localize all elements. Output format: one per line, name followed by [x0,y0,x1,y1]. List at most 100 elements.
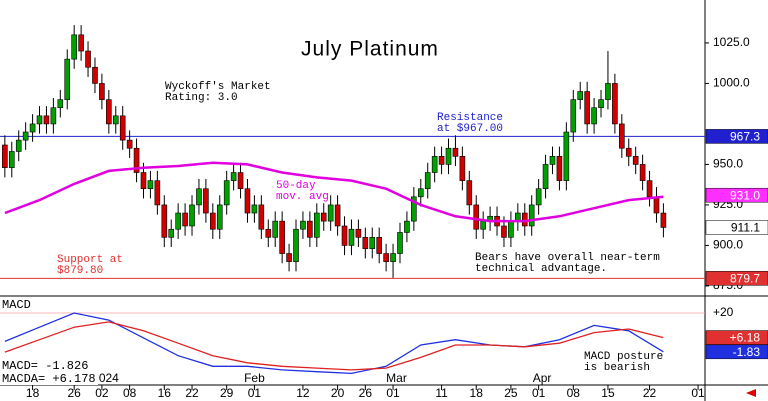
value-box [705,187,768,203]
value-box [705,220,768,235]
candle-body [154,180,161,206]
x-tick-label: 26 [67,386,81,400]
moving-average [4,161,664,223]
candle-body [106,99,112,125]
annotation: Bears have overall near-term [475,252,660,264]
annotation: at $967.00 [437,123,503,135]
candle-body [459,156,466,181]
candle-body [383,253,389,262]
y-tick-label: 1000.0 [713,76,750,90]
x-tick-label: 22 [643,386,657,400]
candle-body [64,58,71,100]
y-tick-label: 1025.0 [713,35,750,49]
candle-body [563,131,570,181]
x-tick-label: 22 [185,386,199,400]
candle-body [112,115,119,125]
candle-body [133,147,140,173]
chart-title: July Platinum [301,38,439,61]
value-box-label: 911.1 [731,221,760,235]
candle-body [411,196,417,222]
candle-body [22,131,29,141]
candle-body [293,228,299,262]
readout: MACD= -1.826 [2,359,88,373]
x-tick-label: 16 [158,386,172,400]
annotation: Support at [57,254,123,266]
candle-body [175,212,181,230]
annotation: Wyckoff's Market [165,81,271,93]
value-box [705,271,768,286]
candle-body [15,139,22,152]
candle-body [196,188,202,206]
candle-body [424,172,431,190]
candle-body [584,91,590,125]
annotation: mov. avg [276,191,329,203]
candle-body [99,83,105,100]
candle-body [189,204,195,227]
candle-body [307,220,313,238]
candle-body [348,228,355,246]
candle-body [258,204,265,230]
readout-background [0,358,98,385]
candle-body [147,180,154,190]
candle-body [521,212,528,227]
candle-body [50,107,57,125]
candle-body [286,253,292,262]
value-box [705,344,768,360]
candle-body [501,225,507,238]
candle-body [244,188,251,214]
x-tick-label: 08 [123,386,137,400]
x-tick-label: 08 [567,386,581,400]
scroll-arrow[interactable] [746,389,756,397]
value-box-label: 967.3 [730,130,760,144]
candle-body [660,212,667,228]
candle-body [431,156,438,173]
candle-body [320,212,327,222]
candle-body [313,212,320,238]
annotation: $879.80 [57,265,103,277]
x-tick-label: 15 [601,386,615,400]
candle-body [417,188,424,198]
candle-body [265,228,272,238]
x-tick-label: 20 [331,386,345,400]
value-box-label: -1.83 [733,345,761,359]
candle-body [570,99,577,133]
candle-body [216,204,223,230]
candle-body [43,115,50,125]
candle-body [369,237,376,249]
x-tick-label: 26 [359,386,373,400]
candle-body [646,180,653,198]
candle-body [279,220,285,254]
candle-body [376,237,382,254]
x-tick-label: 29 [220,386,234,400]
x-tick-label: 12 [296,386,310,400]
readout: MACDA= +6.178 [2,372,96,386]
candle-body [390,253,396,262]
candle-body [92,66,98,84]
candle-body [556,156,563,181]
x-tick-label: 18 [470,386,484,400]
y-tick-label: +20 [713,305,734,319]
candle-body [36,115,43,125]
x-tick-label: 01 [386,386,400,400]
annotation: technical advantage. [475,263,607,275]
candle-body [535,188,542,206]
month-label: Feb [244,371,265,385]
x-tick-label: 18 [26,386,40,400]
month-label: Apr [533,371,552,385]
candle-body [653,196,660,214]
x-tick-label: 01 [248,386,262,400]
candle-body [126,139,133,149]
month-label: Mar [386,371,407,385]
candle-body [619,123,625,149]
candle-body [632,156,639,165]
candle-body [168,228,175,238]
candle-body [445,147,452,165]
x-tick-label: 02 [95,386,109,400]
candle-body [612,83,618,125]
candle-body [300,220,306,230]
candle-body [210,212,216,230]
candle-body [251,204,258,214]
candle-body [397,232,403,254]
y-tick-label: 900.0 [713,238,743,252]
